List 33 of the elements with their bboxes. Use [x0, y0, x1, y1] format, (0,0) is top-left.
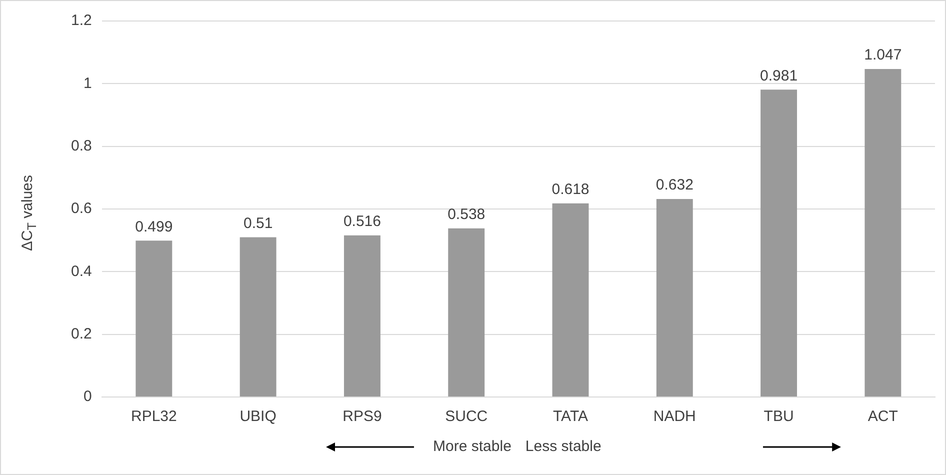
x-tick-label: UBIQ: [240, 408, 276, 426]
bar: [136, 240, 172, 396]
x-tick-label: SUCC: [445, 408, 488, 426]
data-label: 1.047: [864, 46, 902, 64]
x-tick-label: RPS9: [342, 408, 382, 426]
bar: [552, 203, 589, 396]
bar: [656, 198, 693, 396]
x-tick-label: TATA: [553, 408, 588, 426]
bar: [448, 228, 485, 396]
y-tick-label: 1.2: [70, 12, 92, 30]
data-label: 0.538: [448, 206, 486, 224]
y-tick-label: 0: [84, 388, 92, 406]
text: Less stable: [525, 438, 602, 456]
data-label: 0.618: [552, 181, 590, 198]
y-tick-label: 1: [84, 74, 92, 92]
bar: [760, 90, 798, 396]
bar: [344, 235, 380, 396]
x-tick-label: ACT: [868, 408, 898, 426]
y-tick-label: 0.4: [70, 262, 92, 280]
x-tick-label: TBU: [764, 408, 794, 426]
data-label: 0.516: [343, 212, 381, 230]
data-label: 0.981: [760, 67, 798, 84]
x-tick-label: NADH: [653, 408, 696, 426]
data-label: 0.499: [135, 218, 173, 236]
bar: [240, 237, 276, 396]
x-tick-label: RPL32: [130, 408, 177, 426]
y-tick-label: 0.2: [70, 325, 92, 342]
y-tick-label: 0.6: [70, 200, 92, 218]
y-tick-label: 0.8: [70, 137, 92, 154]
bar: [864, 68, 902, 396]
text: More stable: [433, 438, 512, 456]
data-label: 0.632: [656, 176, 694, 194]
data-label: 0.51: [243, 214, 273, 232]
